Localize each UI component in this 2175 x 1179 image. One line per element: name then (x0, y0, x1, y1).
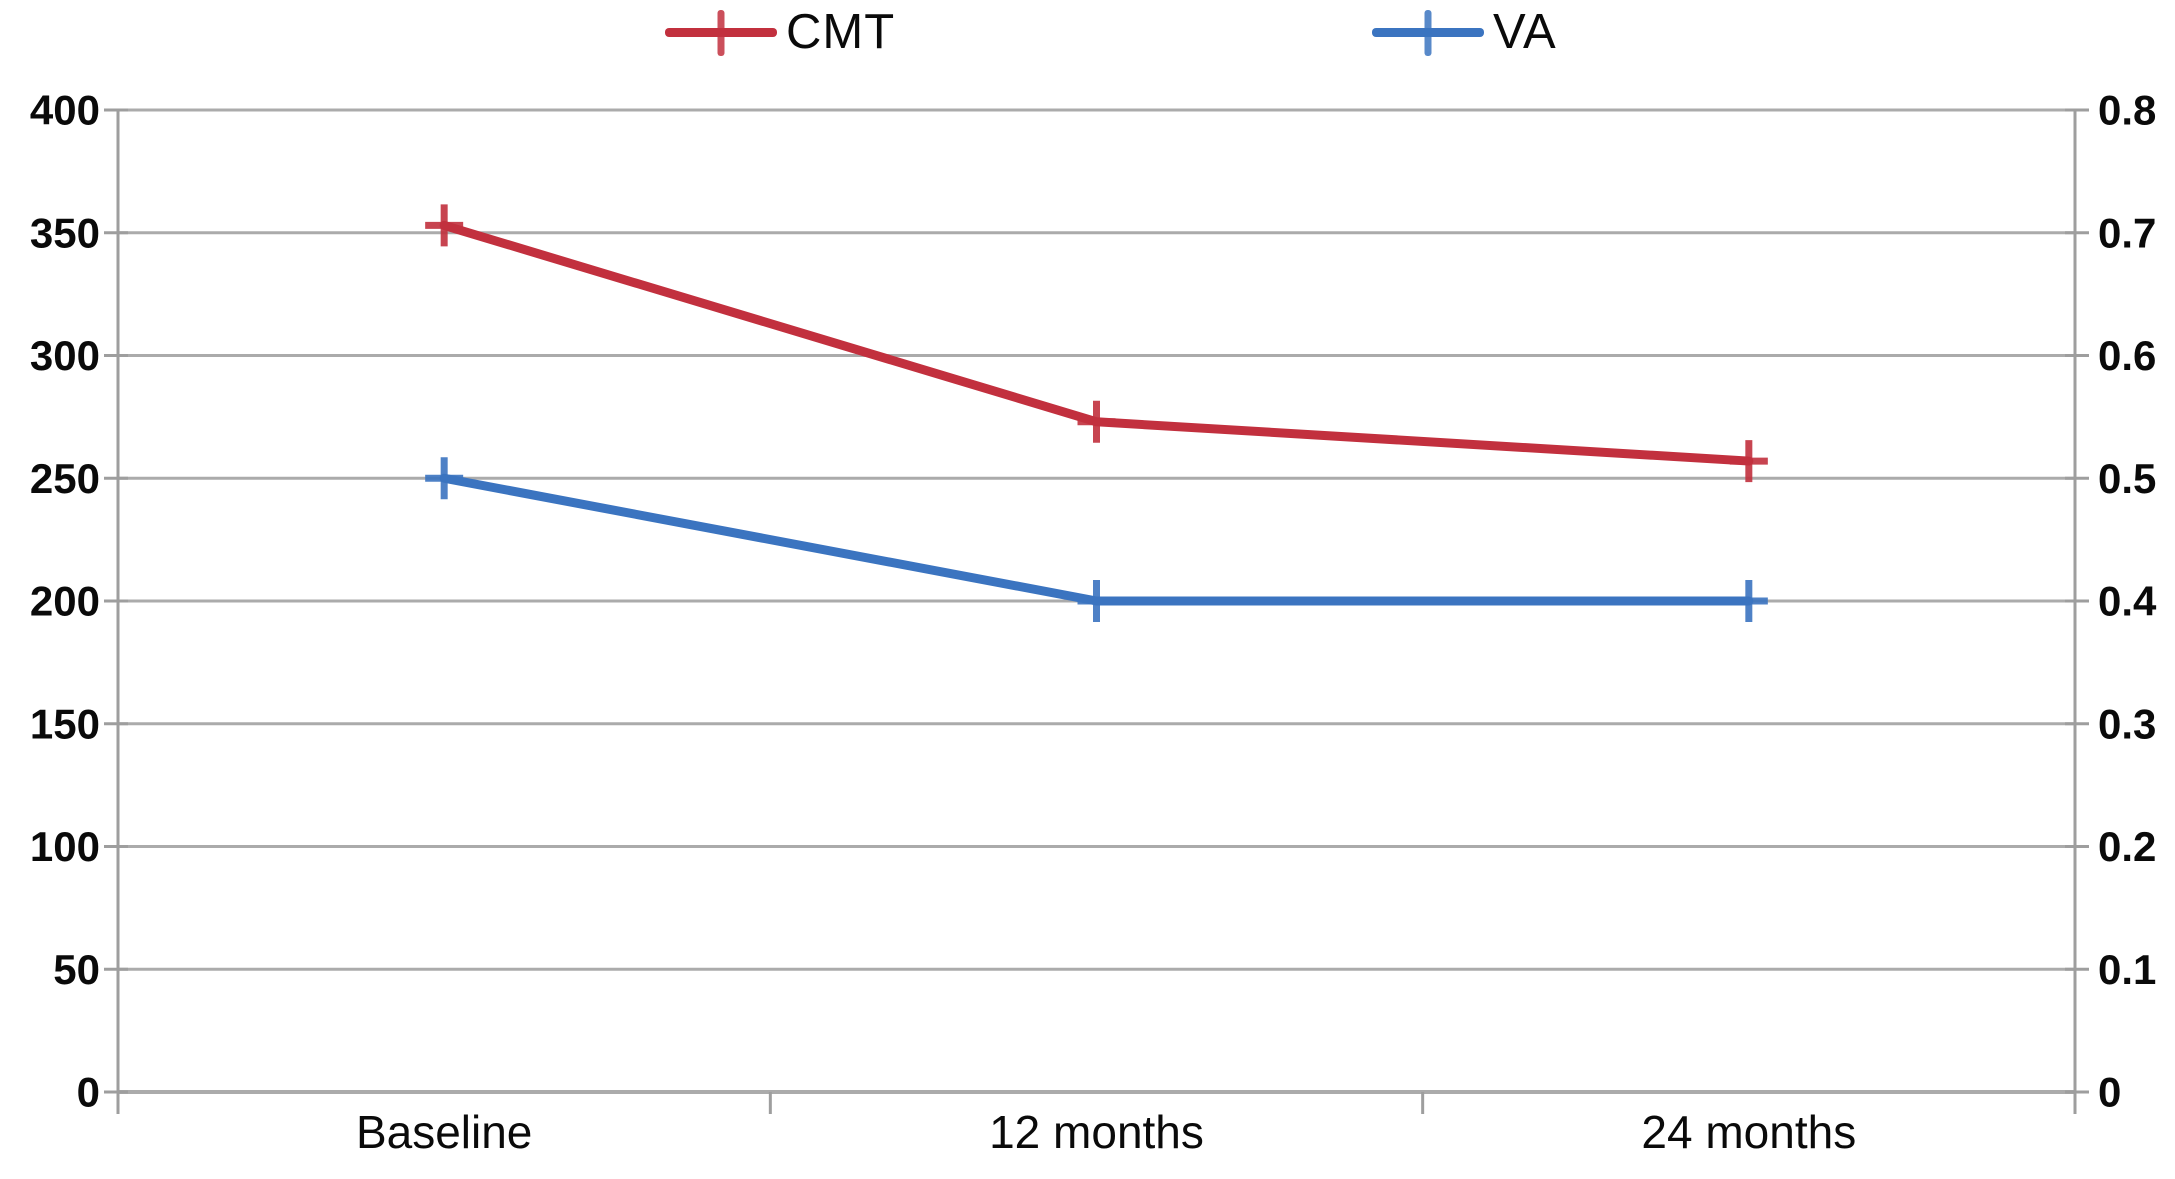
x-axis-tick-label: Baseline (356, 1106, 532, 1158)
right-axis-tick-label: 0.1 (2098, 946, 2156, 993)
left-axis-tick-label: 100 (30, 823, 100, 870)
va-plus-marker-icon (1424, 9, 1432, 56)
right-axis-tick-label: 0.3 (2098, 700, 2156, 747)
right-axis-tick-label: 0.6 (2098, 332, 2156, 379)
left-axis-tick-label: 400 (30, 87, 100, 134)
legend-item-cmt: CMT (665, 8, 895, 57)
cmt-plus-marker-icon (717, 9, 725, 56)
chart-legend: CMT VA (0, 0, 2175, 70)
right-axis-tick-label: 0.4 (2098, 578, 2157, 625)
legend-label-cmt: CMT (786, 5, 896, 59)
right-axis-tick-label: 0.2 (2098, 823, 2156, 870)
va-legend-marker-icon (1372, 9, 1484, 56)
legend-label-va: VA (1493, 5, 1557, 59)
cmt-legend-marker-icon (665, 9, 777, 56)
left-axis-tick-label: 50 (53, 946, 100, 993)
left-axis-tick-label: 250 (30, 455, 100, 502)
x-axis-tick-label: 24 months (1641, 1106, 1856, 1158)
left-axis-tick-label: 0 (77, 1069, 100, 1116)
right-axis-tick-label: 0.8 (2098, 87, 2156, 134)
right-axis-tick-label: 0 (2098, 1069, 2121, 1116)
left-axis-tick-label: 350 (30, 209, 100, 256)
legend-item-va: VA (1372, 8, 1557, 57)
right-axis-tick-label: 0.7 (2098, 209, 2156, 256)
left-axis-tick-label: 150 (30, 700, 100, 747)
x-axis-tick-label: 12 months (989, 1106, 1204, 1158)
left-axis-tick-label: 200 (30, 578, 100, 625)
left-axis-tick-label: 300 (30, 332, 100, 379)
right-axis-tick-label: 0.5 (2098, 455, 2156, 502)
